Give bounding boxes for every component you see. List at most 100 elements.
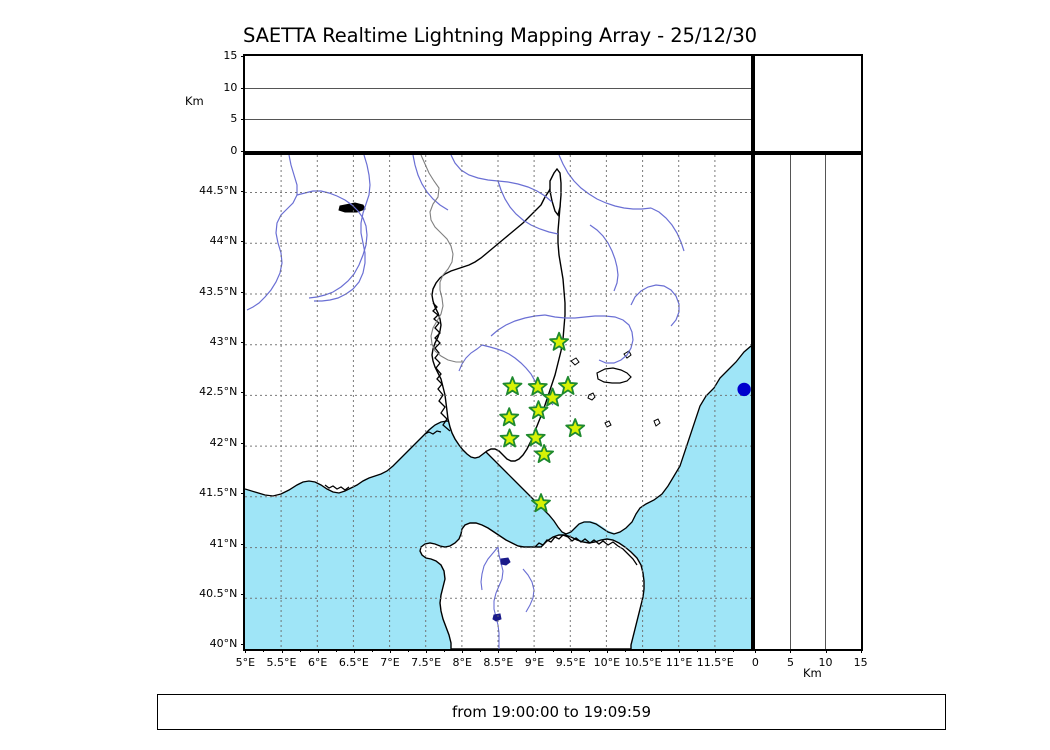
station-star-marker <box>558 375 578 395</box>
coastline-mainland <box>245 345 751 535</box>
sardinia-river-2 <box>480 546 499 591</box>
tick-lon-minor-8 <box>552 649 554 652</box>
lon-tick-label-11: 10.5°E <box>624 656 662 670</box>
altitude-time-panel[interactable] <box>243 54 753 153</box>
alt-tick-label-1: 5 <box>230 112 238 126</box>
tick-lat-minor-5 <box>242 367 246 369</box>
tick-lon-7 <box>498 649 500 654</box>
river-liguria-1 <box>412 155 449 211</box>
lat-tick-label-2: 41°N <box>209 536 238 550</box>
gridline-alt-10 <box>245 87 751 89</box>
tick-range-2 <box>825 649 827 654</box>
lon-tick-label-4: 7°E <box>380 656 400 670</box>
tick-lat-0 <box>241 644 246 646</box>
tick-lat-minor-7 <box>242 266 246 268</box>
tick-lon-3 <box>353 649 355 654</box>
lon-tick-label-0: 5°E <box>235 656 256 670</box>
coastline-detail-genoa <box>424 430 442 435</box>
alt-tick-label-3: 15 <box>223 49 238 63</box>
tick-alt-3 <box>241 56 246 58</box>
lon-tick-label-10: 10°E <box>593 656 621 670</box>
tick-range-0 <box>755 649 757 654</box>
lon-tick-label-5: 7.5°E <box>411 656 442 670</box>
tick-lon-5 <box>426 649 428 654</box>
lon-tick-label-7: 8.5°E <box>483 656 514 670</box>
lat-tick-label-4: 42°N <box>209 435 238 449</box>
tick-lat-minor-0 <box>242 619 246 621</box>
river-ne-1 <box>650 207 685 252</box>
alt-tick-label-2: 10 <box>223 80 238 94</box>
capraia-island <box>587 392 596 401</box>
markers-layer <box>499 331 751 513</box>
gridline-range-5 <box>790 155 792 649</box>
tick-lon-12 <box>679 649 681 654</box>
tick-lon-8 <box>534 649 536 654</box>
tick-lon-minor-3 <box>371 649 373 652</box>
tick-lon-minor-9 <box>588 649 590 652</box>
tick-lon-minor-2 <box>335 649 337 652</box>
lat-tick-label-8: 44°N <box>209 234 238 248</box>
range-tick-label-1: 5 <box>786 656 794 670</box>
tick-lon-13 <box>715 649 717 654</box>
lat-tick-label-5: 42.5°N <box>199 385 238 399</box>
tick-lat-1 <box>241 593 246 595</box>
lightning-source-marker <box>737 382 751 397</box>
tick-lon-minor-6 <box>480 649 482 652</box>
range-panel-inner <box>755 155 861 649</box>
lat-tick-label-7: 43.5°N <box>199 284 238 298</box>
lon-tick-label-9: 9.5°E <box>555 656 586 670</box>
range-altitude-panel[interactable] <box>753 153 863 651</box>
river-tiber <box>544 314 634 364</box>
lon-tick-label-2: 6°E <box>307 656 328 670</box>
map-panel[interactable] <box>243 153 753 651</box>
tick-lon-minor-13 <box>733 649 735 652</box>
range-tick-label-0: 0 <box>751 656 759 670</box>
sardinia-landmass <box>419 522 645 649</box>
range-tick-label-2: 10 <box>818 656 833 670</box>
tick-lon-1 <box>281 649 283 654</box>
map-graticule <box>245 155 751 649</box>
border-detail <box>434 350 464 363</box>
tick-range-3 <box>860 649 862 654</box>
tick-lat-2 <box>241 543 246 545</box>
range-axis-label: Km <box>803 666 822 680</box>
lon-tick-label-13: 11.5°E <box>696 656 734 670</box>
tick-lat-minor-6 <box>242 316 246 318</box>
tick-alt-2 <box>241 87 246 89</box>
tick-lon-10 <box>606 649 608 654</box>
alt-tick-label-0: 0 <box>230 143 238 157</box>
status-text: from 19:00:00 to 19:09:59 <box>451 703 651 721</box>
lat-tick-label-3: 41.5°N <box>199 486 238 500</box>
lat-tick-label-9: 44.5°N <box>199 183 238 197</box>
tick-lat-8 <box>241 241 246 243</box>
river-rhone <box>246 155 298 311</box>
tick-lat-minor-1 <box>242 568 246 570</box>
station-star-marker <box>542 387 563 407</box>
tick-lat-7 <box>241 291 246 293</box>
tick-lat-5 <box>241 392 246 394</box>
tick-lat-minor-4 <box>242 417 246 419</box>
tick-lon-minor-0 <box>263 649 265 652</box>
lon-tick-label-8: 9°E <box>524 656 545 670</box>
sardinia-north-coast-detail <box>534 534 638 566</box>
map-panel-inner <box>245 155 751 649</box>
tick-lon-minor-7 <box>516 649 518 652</box>
status-bar[interactable]: from 19:00:00 to 19:09:59 <box>157 694 946 730</box>
corner-panel-inner <box>755 56 861 151</box>
river-po-branch <box>497 180 559 235</box>
station-star-marker <box>565 418 586 438</box>
map-canvas <box>245 155 751 649</box>
station-star-marker <box>528 400 549 420</box>
gridline-range-10 <box>825 155 827 649</box>
lake-mark <box>338 202 366 213</box>
tick-lon-minor-1 <box>299 649 301 652</box>
lat-tick-label-1: 40.5°N <box>199 586 238 600</box>
island-small-2 <box>653 418 661 427</box>
tick-lat-minor-3 <box>242 467 246 469</box>
tick-lat-minor-2 <box>242 518 246 520</box>
elba-island <box>596 367 632 384</box>
tick-lat-9 <box>241 190 246 192</box>
corner-panel[interactable] <box>753 54 863 153</box>
corsica-west-gulfs <box>432 302 451 432</box>
tick-range-1 <box>790 649 792 654</box>
